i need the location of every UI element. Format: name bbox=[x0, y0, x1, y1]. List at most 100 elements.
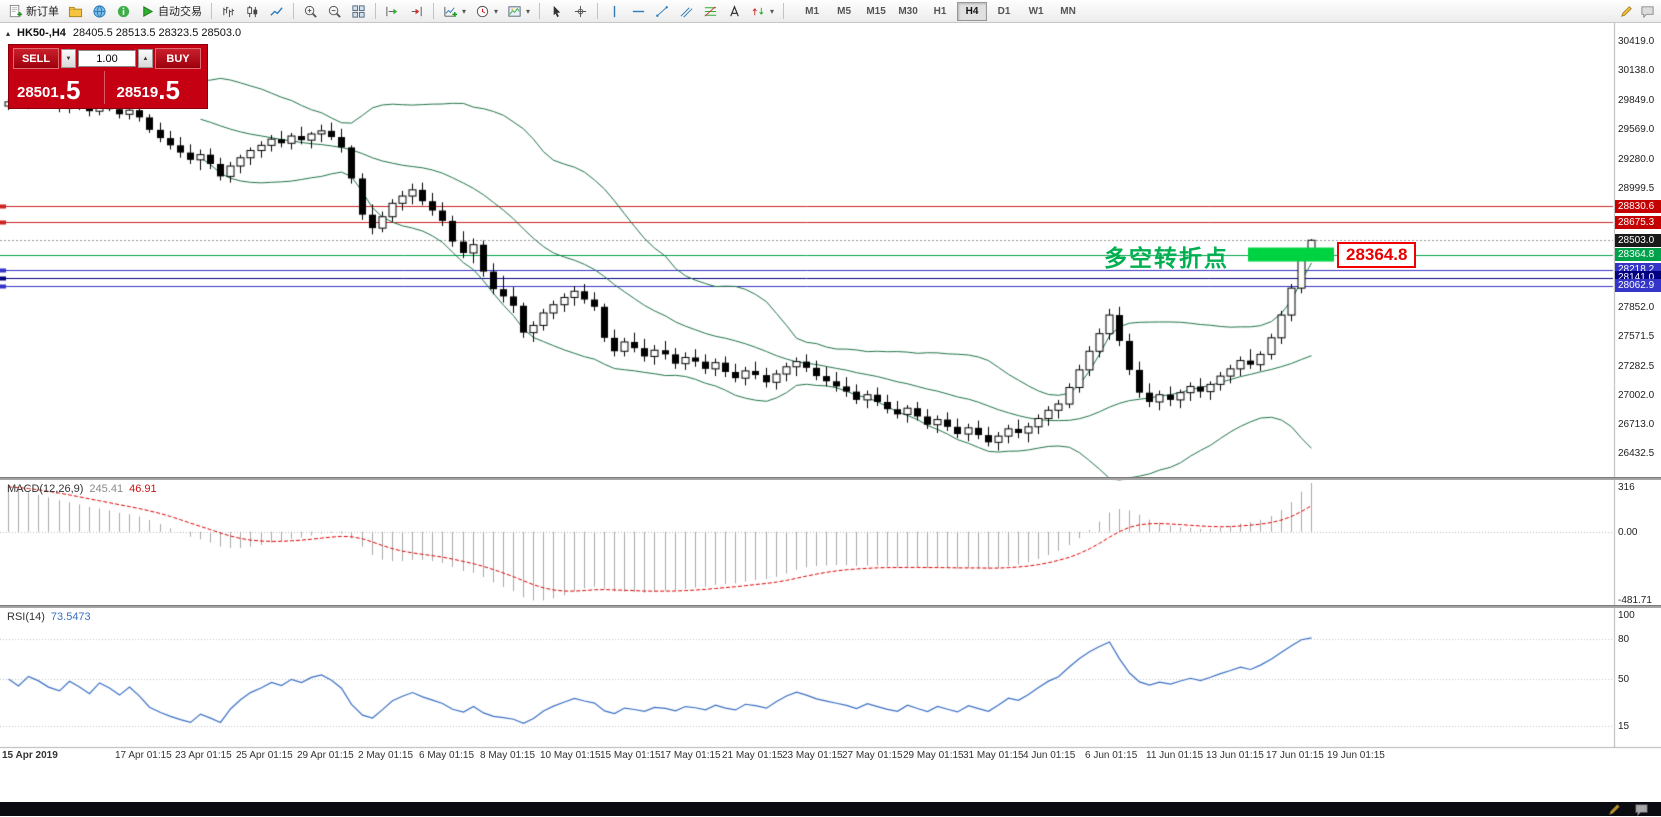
price-axis-label: 29569.0 bbox=[1618, 123, 1655, 135]
annotation-price-box[interactable]: 28364.8 bbox=[1337, 241, 1417, 268]
pencil-icon[interactable] bbox=[1619, 4, 1634, 19]
line-icon bbox=[269, 4, 284, 19]
chevron-down-icon: ▾ bbox=[462, 6, 467, 16]
status-pencil-icon[interactable] bbox=[1607, 802, 1622, 817]
timeframe-m1[interactable]: M1 bbox=[805, 5, 820, 17]
macd-axis-label: 316 bbox=[1618, 481, 1635, 493]
timeframe-h4[interactable]: H4 bbox=[957, 1, 988, 21]
time-axis-label: 10 May 01:15 bbox=[540, 750, 601, 761]
symbol-ohlc-values: 28405.5 28513.5 28323.5 28503.0 bbox=[72, 27, 242, 39]
pane-separator-macd[interactable] bbox=[0, 477, 1661, 480]
macd-name: MACD(12,26,9) bbox=[7, 483, 84, 495]
volume-input[interactable] bbox=[78, 50, 136, 67]
price-axis-label: 30419.0 bbox=[1618, 35, 1655, 47]
fibonacci-button[interactable] bbox=[699, 1, 722, 22]
chart-plus-icon bbox=[443, 4, 458, 19]
buy-button[interactable]: BUY bbox=[155, 48, 201, 69]
timeframe-m5[interactable]: M5 bbox=[837, 5, 852, 17]
collapse-panel-icon[interactable]: ▴ bbox=[6, 28, 11, 38]
new-chart-button[interactable]: ▾ bbox=[439, 1, 470, 22]
arrows-button[interactable]: ▾ bbox=[747, 1, 778, 22]
tile-windows-button[interactable] bbox=[347, 1, 370, 22]
chart-shift-button[interactable] bbox=[405, 1, 428, 22]
time-axis-label: 27 May 01:15 bbox=[842, 750, 903, 761]
trendline-icon bbox=[655, 4, 670, 19]
charts-profile-button[interactable] bbox=[64, 1, 87, 22]
cursor-button[interactable] bbox=[545, 1, 568, 22]
sell-price[interactable]: 28501.5 bbox=[13, 71, 104, 104]
hline-button[interactable] bbox=[627, 1, 650, 22]
zoom-in-icon bbox=[303, 4, 318, 19]
toolbar-buttons: 新订单 自动交易 ▾ ▾ ▾ ▾ bbox=[4, 1, 788, 22]
timeframe-m30[interactable]: M30 bbox=[898, 5, 918, 17]
chevron-down-icon: ▾ bbox=[770, 6, 775, 16]
rsi-name: RSI(14) bbox=[7, 611, 45, 623]
time-axis-label: 17 Apr 01:15 bbox=[115, 750, 172, 761]
hline-icon bbox=[631, 4, 646, 19]
volume-up-button[interactable]: ▲ bbox=[138, 49, 153, 68]
buy-price[interactable]: 28519.5 bbox=[103, 71, 204, 104]
bar-chart-button[interactable] bbox=[217, 1, 240, 22]
clock-icon bbox=[475, 4, 490, 19]
rsi-indicator-label: RSI(14) 73.5473 bbox=[7, 611, 91, 623]
candle-chart-button[interactable] bbox=[241, 1, 264, 22]
status-chat-icon[interactable] bbox=[1634, 802, 1649, 817]
market-watch-button[interactable] bbox=[88, 1, 111, 22]
timeframe-mn[interactable]: MN bbox=[1060, 5, 1076, 17]
period-button[interactable]: ▾ bbox=[471, 1, 502, 22]
time-axis-label: 4 Jun 01:15 bbox=[1023, 750, 1076, 761]
chevron-down-icon: ▾ bbox=[526, 6, 531, 16]
timeframe-w1[interactable]: W1 bbox=[1028, 5, 1044, 17]
timeframe-h1[interactable]: H1 bbox=[933, 5, 947, 17]
text-icon bbox=[727, 4, 742, 19]
buy-price-main: 28519 bbox=[116, 84, 159, 101]
vline-icon bbox=[607, 4, 622, 19]
timeframe-m15[interactable]: M15 bbox=[866, 5, 886, 17]
fibonacci-icon bbox=[703, 4, 718, 19]
channel-button[interactable] bbox=[675, 1, 698, 22]
volume-down-button[interactable]: ▼ bbox=[61, 49, 76, 68]
price-tag: 28062.9 bbox=[1615, 279, 1661, 293]
time-axis-label: 17 May 01:15 bbox=[660, 750, 721, 761]
text-button[interactable] bbox=[723, 1, 746, 22]
macd-axis-label: 0.00 bbox=[1618, 526, 1638, 538]
zoom-in-button[interactable] bbox=[299, 1, 322, 22]
time-axis-label: 29 Apr 01:15 bbox=[297, 750, 354, 761]
autotrade-button-label: 自动交易 bbox=[158, 6, 202, 18]
time-axis-label: 2 May 01:15 bbox=[358, 750, 414, 761]
zoom-out-icon bbox=[327, 4, 342, 19]
macd-signal-value: 46.91 bbox=[129, 483, 157, 495]
navigator-button[interactable] bbox=[112, 1, 135, 22]
timeframe-d1[interactable]: D1 bbox=[997, 5, 1011, 17]
time-axis-label: 15 May 01:15 bbox=[600, 750, 661, 761]
crosshair-button[interactable] bbox=[569, 1, 592, 22]
time-axis-label: 21 May 01:15 bbox=[722, 750, 783, 761]
timeframe-bar: M1 M5 M15 M30 H1 H4 D1 W1 MN bbox=[796, 1, 1084, 21]
price-axis-label: 29849.0 bbox=[1618, 94, 1655, 106]
price-axis-label: 27282.5 bbox=[1618, 360, 1655, 372]
new-order-button[interactable]: 新订单 bbox=[4, 1, 63, 22]
time-axis-label: 11 Jun 01:15 bbox=[1146, 750, 1204, 761]
new-order-icon bbox=[8, 4, 23, 19]
price-axis-label: 26713.0 bbox=[1618, 419, 1655, 431]
vline-button[interactable] bbox=[603, 1, 626, 22]
zoom-out-button[interactable] bbox=[323, 1, 346, 22]
toolbar-right-icons bbox=[1619, 4, 1657, 19]
price-axis-label: 29280.0 bbox=[1618, 153, 1655, 165]
sell-button[interactable]: SELL bbox=[13, 48, 59, 69]
tile-icon bbox=[351, 4, 366, 19]
time-axis-label: 13 Jun 01:15 bbox=[1206, 750, 1264, 761]
trendline-button[interactable] bbox=[651, 1, 674, 22]
chat-icon[interactable] bbox=[1640, 4, 1655, 19]
template-button[interactable]: ▾ bbox=[503, 1, 534, 22]
rsi-axis-label: 15 bbox=[1618, 720, 1630, 732]
info-icon bbox=[116, 4, 131, 19]
toolbar-separator bbox=[597, 3, 599, 19]
line-chart-button[interactable] bbox=[265, 1, 288, 22]
price-axis-label: 26432.5 bbox=[1618, 448, 1655, 460]
auto-scroll-button[interactable] bbox=[381, 1, 404, 22]
time-axis-label: 29 May 01:15 bbox=[903, 750, 964, 761]
pane-separator-rsi[interactable] bbox=[0, 605, 1661, 608]
autotrade-button[interactable]: 自动交易 bbox=[136, 1, 206, 22]
